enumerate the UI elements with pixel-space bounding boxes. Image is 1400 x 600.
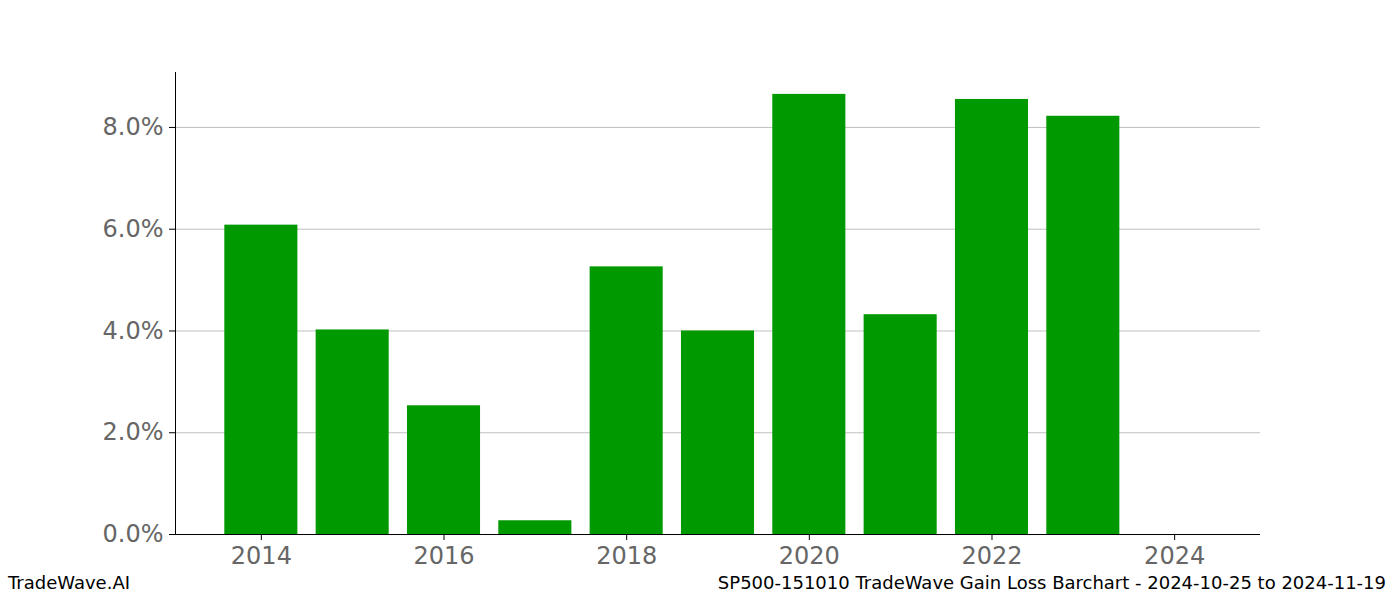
svg-text:4.0%: 4.0%: [103, 317, 164, 345]
svg-text:6.0%: 6.0%: [103, 215, 164, 243]
svg-text:2022: 2022: [961, 542, 1022, 570]
svg-text:0.0%: 0.0%: [103, 520, 164, 548]
svg-text:8.0%: 8.0%: [103, 113, 164, 141]
svg-text:2.0%: 2.0%: [103, 418, 164, 446]
svg-text:2018: 2018: [596, 542, 657, 570]
svg-text:2020: 2020: [779, 542, 840, 570]
svg-text:2014: 2014: [231, 542, 292, 570]
html-text:SP500-151010 TradeWave Gain Lo: SP500-151010 TradeWave Gain Loss Barchar…: [717, 572, 1386, 593]
html-text:TradeWave.AI: TradeWave.AI: [8, 572, 130, 593]
svg-text:2024: 2024: [1144, 542, 1205, 570]
svg-text:2016: 2016: [413, 542, 474, 570]
